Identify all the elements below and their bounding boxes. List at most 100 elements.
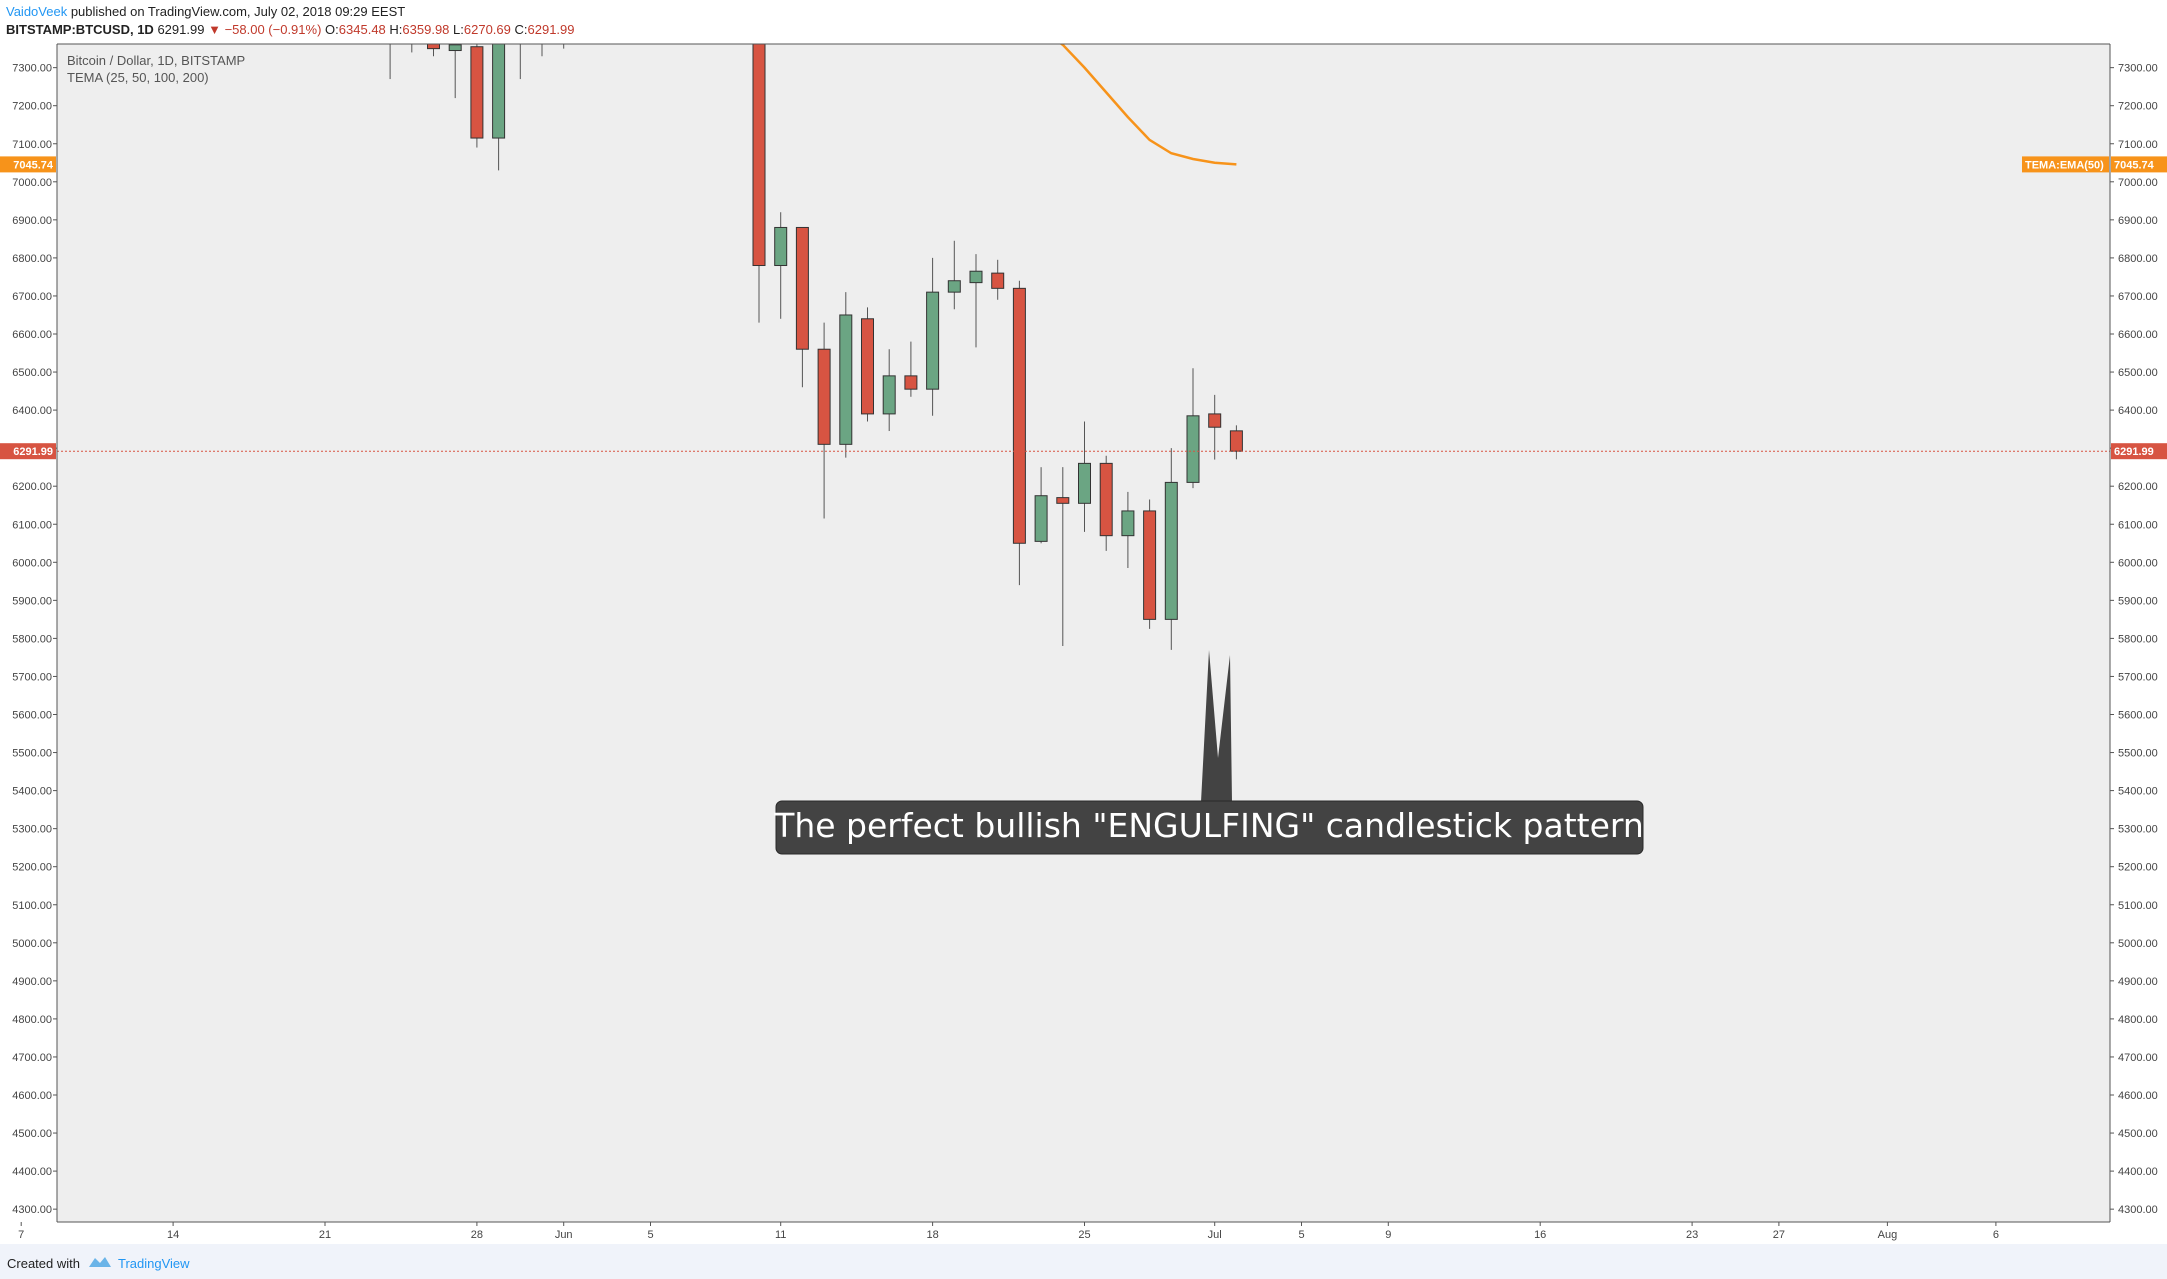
price-chart[interactable]: 4300.00 4300.00 4400.00 4400.00 4500.00 4500.… [0, 0, 2167, 1244]
y-tick-label-left: 7100.00 [12, 139, 52, 151]
candle-body-down [470, 46, 484, 139]
x-tick-label: 25 [1078, 1229, 1090, 1241]
x-tick-label: 28 [471, 1229, 483, 1241]
x-tick-label: 23 [1686, 1229, 1698, 1241]
y-tick-label-right: 4900.00 [2118, 976, 2158, 988]
ema-name-badge-text: TEMA:EMA(50) [2025, 159, 2104, 171]
y-tick-label-left: 5200.00 [12, 862, 52, 874]
y-tick-label-left: 6200.00 [12, 481, 52, 493]
y-tick-label-left: 5400.00 [12, 786, 52, 798]
annotation-text: The perfect bullish "ENGULFING" candlest… [773, 806, 1644, 845]
open-label: O: [325, 22, 339, 37]
y-tick-label-right: 4300.00 [2118, 1204, 2158, 1216]
y-tick-label-left: 5900.00 [12, 595, 52, 607]
y-tick-label-left: 5000.00 [12, 938, 52, 950]
y-tick-label-left: 6900.00 [12, 215, 52, 227]
candle-body-down [795, 226, 809, 350]
y-tick-label-right: 5100.00 [2118, 900, 2158, 912]
ema-badge-left-bg [0, 156, 56, 173]
symbol-label: BITSTAMP:BTCUSD, 1D [6, 22, 154, 37]
ema-badge-left-text: 7045.74 [13, 159, 54, 171]
candle-body-up [536, 30, 548, 31]
y-tick-label-left: 4300.00 [12, 1204, 52, 1216]
x-tick-label: 5 [647, 1229, 653, 1241]
y-tick-label-right: 5900.00 [2118, 595, 2158, 607]
candle-body-up [384, 30, 396, 31]
tradingview-logo-icon[interactable] [88, 1254, 112, 1268]
y-tick-label-left: 6100.00 [12, 519, 52, 531]
candle-body-up [882, 375, 896, 415]
candle-body-down [1229, 430, 1243, 452]
x-tick-label: 16 [1534, 1229, 1546, 1241]
x-tick-label: 9 [1385, 1229, 1391, 1241]
x-tick-label: 14 [167, 1229, 179, 1241]
y-tick-label-right: 6400.00 [2118, 405, 2158, 417]
y-tick-label-left: 6700.00 [12, 291, 52, 303]
time-axis-ticks: 7 14 21 28 Jun 5 11 18 25 Jul 5 9 16 23 27 Aug 6 [18, 1222, 1999, 1241]
last-price-badge-left-bg [0, 443, 56, 460]
y-tick-label-left: 5700.00 [12, 671, 52, 683]
ema-name-badge-bg [2022, 156, 2109, 173]
price-change: −58.00 (−0.91%) [224, 22, 322, 37]
legend-title: Bitcoin / Dollar, 1D, BITSTAMP [67, 53, 245, 68]
candle-body-down [427, 44, 440, 50]
close-label: C: [514, 22, 528, 37]
candle-body-up [448, 44, 462, 52]
y-tick-label-left: 5500.00 [12, 748, 52, 760]
candle-body-up [1164, 481, 1178, 620]
y-tick-label-left: 4700.00 [12, 1052, 52, 1064]
candle-body-up [514, 30, 526, 31]
annotation-pointer [1201, 650, 1232, 802]
candle-body-up [1186, 415, 1200, 483]
candle-body-up [774, 226, 788, 267]
last-price: 6291.99 [157, 22, 205, 37]
y-tick-label-left: 5600.00 [12, 710, 52, 722]
y-tick-label-left: 5800.00 [12, 633, 52, 645]
open-value: 6345.48 [338, 22, 386, 37]
y-tick-label-right: 6600.00 [2118, 329, 2158, 341]
y-tick-label-left: 6600.00 [12, 329, 52, 341]
y-tick-label-left: 7000.00 [12, 177, 52, 189]
y-tick-label-right: 6700.00 [2118, 291, 2158, 303]
candle-body-down [1208, 413, 1222, 428]
candle-body-down [1099, 462, 1113, 537]
candle-body-down [1012, 287, 1026, 544]
y-tick-label-right: 5800.00 [2118, 633, 2158, 645]
high-label: H: [389, 22, 403, 37]
ema-badge-right-bg [2111, 156, 2167, 173]
x-tick-label: 6 [1993, 1229, 1999, 1241]
candle-body-up [492, 44, 506, 139]
author-link[interactable]: VaidoVeek [6, 4, 68, 19]
annotation-callout[interactable]: The perfect bullish "ENGULFING" candlest… [773, 650, 1644, 855]
y-tick-label-right: 5400.00 [2118, 786, 2158, 798]
y-tick-label-right: 5700.00 [2118, 671, 2158, 683]
y-tick-label-right: 6900.00 [2118, 215, 2158, 227]
x-tick-label: 18 [926, 1229, 938, 1241]
plot-area [57, 44, 2110, 1222]
y-tick-label-left: 4600.00 [12, 1090, 52, 1102]
y-tick-label-left: 4400.00 [12, 1166, 52, 1178]
candle-body-down [861, 318, 874, 415]
candle-body-down [904, 375, 918, 390]
y-tick-label-left: 6500.00 [12, 367, 52, 379]
last-price-badge-right-bg [2111, 443, 2167, 460]
y-tick-label-right: 6000.00 [2118, 557, 2158, 569]
candle-body-down [1143, 510, 1157, 620]
price-badges: 7045.74 7045.74 TEMA:EMA(50) 6291.99 6291.99 [0, 156, 2167, 460]
annotation-box [775, 800, 1644, 855]
publish-line: VaidoVeek published on TradingView.com, … [6, 4, 405, 19]
y-tick-label-left: 6400.00 [12, 405, 52, 417]
tradingview-link[interactable]: TradingView [118, 1256, 190, 1271]
y-tick-label-left: 7200.00 [12, 101, 52, 113]
publish-info: published on TradingView.com, July 02, 2… [70, 4, 406, 19]
candle-body-up [406, 30, 418, 31]
candle-body-up [926, 291, 940, 390]
candle-body-down [991, 272, 1005, 289]
y-tick-label-right: 7300.00 [2118, 63, 2158, 75]
candle-body-up [969, 270, 983, 284]
x-tick-label: 21 [319, 1229, 331, 1241]
candle-body-up [558, 30, 570, 31]
y-tick-label-right: 5500.00 [2118, 748, 2158, 760]
y-tick-label-right: 6500.00 [2118, 367, 2158, 379]
x-tick-label: 27 [1773, 1229, 1785, 1241]
